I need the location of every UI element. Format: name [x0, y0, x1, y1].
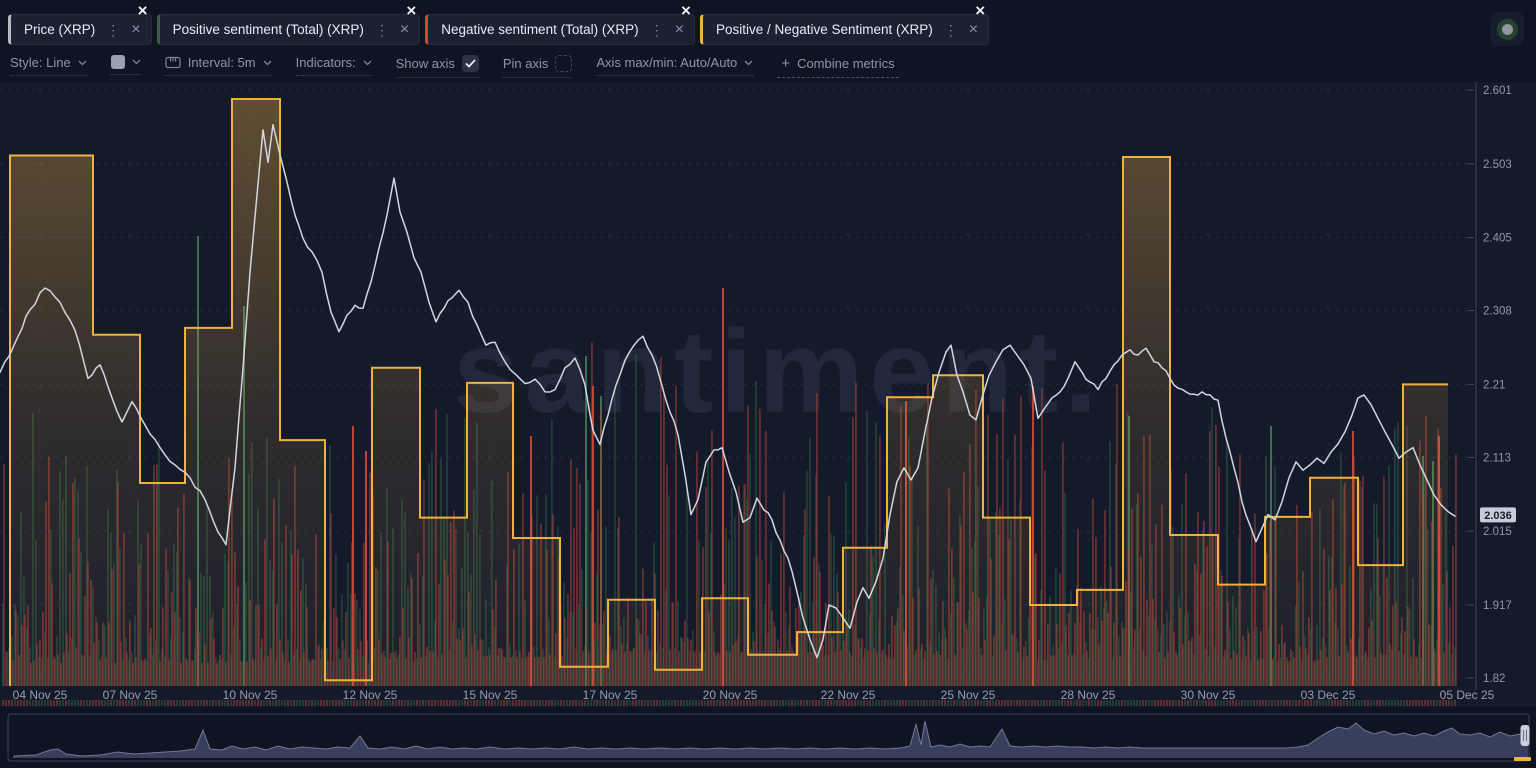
- remove-metric-icon[interactable]: ×: [131, 20, 141, 38]
- tab-label: Positive sentiment (Total) (XRP): [172, 22, 364, 37]
- show-axis-toggle[interactable]: Show axis: [395, 55, 479, 78]
- remove-metric-icon[interactable]: ×: [399, 20, 410, 38]
- x-tick-label: 28 Nov 25: [1061, 688, 1116, 702]
- x-axis-labels: 04 Nov 25 07 Nov 25 10 Nov 25 12 Nov 25 15 N…: [13, 688, 1495, 702]
- current-price-badge: [1480, 507, 1516, 523]
- chevron-down-icon: [263, 60, 272, 65]
- x-tick-label: 07 Nov 25: [103, 688, 158, 702]
- screenshot-button[interactable]: [1490, 12, 1524, 46]
- kebab-menu-icon[interactable]: ⋮: [374, 21, 389, 38]
- interval-label: Interval: 5m: [187, 55, 256, 70]
- indicators-dropdown[interactable]: Indicators:: [295, 55, 372, 76]
- close-tab-button[interactable]: ×: [406, 1, 417, 20]
- ratio-step-line: [9, 98, 1448, 686]
- axis-maxmin-dropdown[interactable]: Axis max/min: Auto/Auto: [596, 55, 754, 76]
- axis-maxmin-label: Axis max/min: Auto/Auto: [596, 55, 738, 70]
- x-tick-label: 05 Dec 25: [1440, 688, 1495, 702]
- pin-axis-checkbox[interactable]: [555, 55, 573, 72]
- y-tick-label: 2.601: [1483, 85, 1512, 97]
- y-tick-label: 2.405: [1483, 233, 1512, 245]
- kebab-menu-icon[interactable]: ⋮: [649, 21, 664, 38]
- x-tick-label: 15 Nov 25: [463, 688, 518, 702]
- navigator-outline: [13, 720, 1529, 758]
- tab-label: Negative sentiment (Total) (XRP): [441, 22, 639, 37]
- color-swatch: [110, 55, 125, 69]
- tab-positive-sentiment[interactable]: Positive sentiment (Total) (XRP) ⋮ × ×: [156, 2, 421, 45]
- plus-icon: +: [781, 55, 791, 72]
- close-tab-button[interactable]: ×: [975, 1, 986, 20]
- close-tab-button[interactable]: ×: [137, 1, 148, 20]
- y-tick-label: 2.308: [1483, 306, 1512, 318]
- navigator-current-mark: [1514, 757, 1531, 761]
- watermark: santiment.: [453, 306, 1103, 438]
- indicators-label: Indicators:: [295, 55, 356, 70]
- close-tab-button[interactable]: ×: [681, 1, 691, 20]
- current-price-value: 2.036: [1484, 510, 1512, 522]
- y-tick-label: 2.113: [1483, 452, 1511, 464]
- tab-negative-sentiment[interactable]: Negative sentiment (Total) (XRP) ⋮ × ×: [425, 2, 695, 45]
- tab-pos-neg-sentiment-ratio[interactable]: Positive / Negative Sentiment (XRP) ⋮ × …: [699, 2, 990, 45]
- combine-metrics-label: Combine metrics: [797, 56, 895, 71]
- metric-tab-bar: Price (XRP) ⋮ × × Positive sentiment (To…: [8, 2, 1480, 45]
- bars-bottom-strip: [2, 700, 1456, 706]
- pin-axis-label: Pin axis: [502, 56, 549, 71]
- color-dropdown[interactable]: [110, 55, 141, 75]
- y-axis-labels: 2.601 2.503 2.405 2.308 2.21 2.113 2.015 1.917 1…: [1468, 85, 1512, 685]
- x-tick-label: 04 Nov 25: [13, 688, 68, 702]
- x-tick-label: 25 Nov 25: [941, 688, 996, 702]
- style-label: Style: Line: [10, 55, 71, 70]
- y-tick-label: 2.21: [1483, 379, 1505, 391]
- ratio-area: [10, 99, 1448, 686]
- pin-axis-toggle[interactable]: Pin axis: [502, 55, 573, 78]
- x-tick-label: 22 Nov 25: [821, 688, 876, 702]
- kebab-menu-icon[interactable]: ⋮: [943, 21, 958, 38]
- interval-dropdown[interactable]: Interval: 5m: [164, 55, 272, 76]
- chevron-down-icon: [78, 60, 87, 65]
- chevron-down-icon: [744, 60, 753, 65]
- y-tick-label: 2.015: [1483, 526, 1512, 538]
- combine-metrics-button[interactable]: + Combine metrics: [777, 55, 899, 78]
- remove-metric-icon[interactable]: ×: [674, 20, 684, 38]
- navigator-area: [14, 721, 1528, 758]
- style-dropdown[interactable]: Style: Line: [10, 55, 87, 76]
- tab-label: Price (XRP): [24, 22, 96, 37]
- y-tick-label: 2.503: [1483, 159, 1512, 171]
- y-tick-label: 1.917: [1483, 600, 1512, 612]
- show-axis-checkbox[interactable]: [461, 55, 479, 72]
- chart-toolbar: Style: Line Interval: 5m Indicators: Sho…: [10, 55, 899, 79]
- y-tick-label: 1.82: [1483, 673, 1505, 685]
- x-tick-label: 30 Nov 25: [1181, 688, 1236, 702]
- interval-icon: [165, 56, 181, 69]
- tab-label: Positive / Negative Sentiment (XRP): [715, 22, 933, 37]
- x-tick-label: 20 Nov 25: [703, 688, 758, 702]
- chevron-down-icon: [132, 59, 141, 65]
- chevron-down-icon: [363, 60, 372, 65]
- camera-lens-icon: [1496, 18, 1518, 40]
- x-tick-label: 10 Nov 25: [223, 688, 278, 702]
- x-tick-label: 03 Dec 25: [1301, 688, 1356, 702]
- remove-metric-icon[interactable]: ×: [968, 20, 979, 38]
- price-line: [0, 123, 1456, 659]
- kebab-menu-icon[interactable]: ⋮: [106, 21, 121, 38]
- x-tick-label: 12 Nov 25: [343, 688, 398, 702]
- show-axis-label: Show axis: [395, 56, 455, 71]
- tab-price-xrp[interactable]: Price (XRP) ⋮ × ×: [8, 2, 152, 45]
- x-tick-label: 17 Nov 25: [583, 688, 638, 702]
- navigator-handle[interactable]: [1520, 725, 1530, 746]
- check-icon: [465, 59, 476, 68]
